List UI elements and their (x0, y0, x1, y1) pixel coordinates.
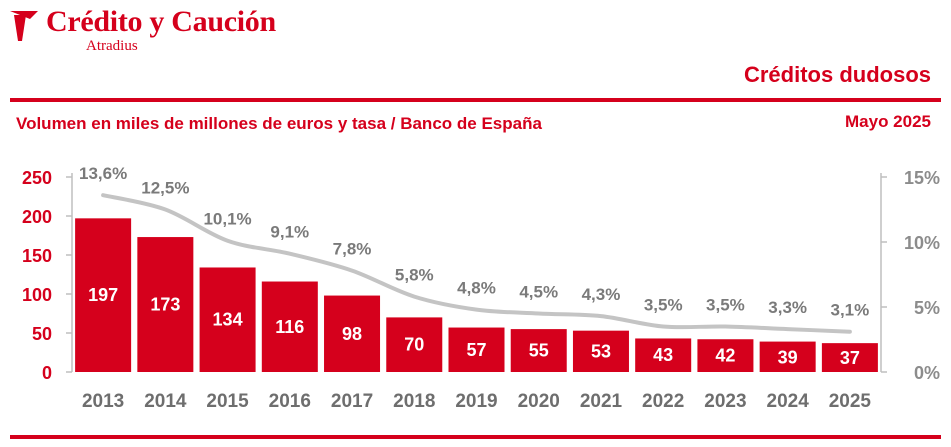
x-tick-label: 2017 (331, 391, 373, 412)
rate-label: 10,1% (203, 210, 251, 229)
bar (137, 237, 194, 372)
right-tick-label: 5% (914, 298, 940, 318)
bar (821, 343, 878, 372)
bar (199, 267, 256, 372)
rate-label: 3,5% (644, 296, 683, 315)
right-tick-label: 15% (904, 168, 940, 188)
x-tick-label: 2016 (269, 391, 311, 412)
page-title: Créditos dudosos (743, 62, 931, 87)
bar (697, 339, 754, 372)
x-tick-label: 2015 (206, 391, 249, 412)
bar-value-label: 43 (653, 345, 673, 365)
x-tick-label: 2018 (393, 391, 435, 412)
bar-value-label: 55 (529, 341, 549, 361)
rate-label: 7,8% (333, 240, 372, 259)
bar (386, 317, 443, 372)
brand-subname: Atradius (86, 38, 138, 54)
left-tick-label: 200 (22, 207, 52, 227)
rate-line (101, 193, 852, 334)
bar-value-label: 197 (88, 285, 118, 305)
chart-subtitle: Volumen en miles de millones de euros y … (16, 114, 542, 133)
rate-label: 5,8% (395, 266, 434, 285)
x-tick-label: 2024 (767, 391, 810, 412)
bar-value-label: 173 (150, 295, 180, 315)
rate-label: 3,1% (831, 301, 870, 320)
bar-value-label: 70 (404, 335, 424, 355)
rate-label: 4,8% (457, 279, 496, 298)
top-divider (10, 98, 941, 102)
brand-logo-icon (10, 11, 38, 41)
bar-value-label: 134 (213, 310, 243, 330)
rate-label: 4,3% (582, 285, 621, 304)
left-tick-label: 50 (32, 324, 52, 344)
left-tick-label: 150 (22, 246, 52, 266)
rate-label: 9,1% (270, 223, 309, 242)
bar (261, 281, 318, 372)
x-tick-label: 2014 (144, 391, 187, 412)
rate-label: 3,5% (706, 296, 745, 315)
bar-value-label: 116 (275, 317, 304, 337)
left-tick-label: 250 (22, 168, 52, 188)
left-tick-label: 0 (42, 363, 52, 383)
bar (759, 341, 816, 372)
bar-value-label: 98 (342, 324, 362, 344)
bar (572, 330, 629, 372)
bar (448, 327, 505, 372)
bar-value-label: 37 (840, 348, 860, 368)
bar-value-label: 53 (591, 341, 611, 361)
x-tick-label: 2022 (642, 391, 684, 412)
bar-value-label: 42 (715, 346, 735, 366)
bottom-divider (10, 435, 941, 439)
x-tick-label: 2025 (829, 391, 872, 412)
right-tick-label: 10% (904, 233, 940, 253)
rate-label: 13,6% (79, 164, 127, 183)
x-tick-label: 2013 (82, 391, 124, 412)
date-label: Mayo 2025 (845, 112, 931, 131)
rate-label: 12,5% (141, 179, 189, 198)
rate-label: 3,3% (768, 298, 807, 317)
left-tick-label: 100 (22, 285, 52, 305)
bar-value-label: 39 (778, 348, 798, 368)
x-tick-label: 2021 (580, 391, 623, 412)
x-tick-label: 2023 (704, 391, 746, 412)
bar (324, 295, 381, 372)
right-tick-label: 0% (914, 363, 940, 383)
x-tick-label: 2020 (518, 391, 560, 412)
bar-value-label: 57 (466, 340, 486, 360)
brand-name: Crédito y Caución (46, 5, 276, 38)
brand: Crédito y Caución Atradius (8, 4, 276, 55)
bar (510, 329, 567, 372)
rate-label: 4,5% (519, 283, 558, 302)
bar (75, 218, 132, 372)
x-tick-label: 2019 (455, 391, 497, 412)
bar (635, 338, 692, 372)
